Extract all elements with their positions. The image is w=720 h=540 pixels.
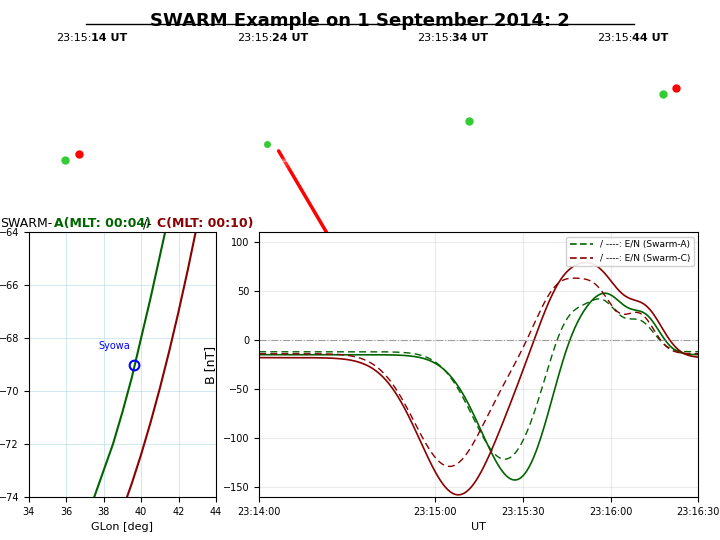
Text: 34 UT: 34 UT <box>452 33 488 44</box>
Text: SWARM Example on 1 September 2014: 2: SWARM Example on 1 September 2014: 2 <box>150 12 570 30</box>
Text: A(MLT: 00:04): A(MLT: 00:04) <box>54 217 151 230</box>
X-axis label: GLon [deg]: GLon [deg] <box>91 522 153 532</box>
Text: Syowa: Syowa <box>98 341 130 351</box>
Text: 14 UT: 14 UT <box>91 33 127 44</box>
Text: C(MLT: 00:10): C(MLT: 00:10) <box>157 217 253 230</box>
FancyArrowPatch shape <box>279 151 382 326</box>
Text: 23:15:: 23:15: <box>56 33 91 44</box>
Text: 44 UT: 44 UT <box>632 33 669 44</box>
Text: /-: /- <box>143 217 151 230</box>
Text: 23:15:: 23:15: <box>237 33 272 44</box>
Legend: / ----: E/N (Swarm-A), / ----: E/N (Swarm-C): / ----: E/N (Swarm-A), / ----: E/N (Swar… <box>567 237 694 266</box>
Text: SWARM-: SWARM- <box>0 217 53 230</box>
Text: 23:15:: 23:15: <box>597 33 632 44</box>
Y-axis label: B [nT]: B [nT] <box>204 346 217 383</box>
X-axis label: UT: UT <box>472 522 486 532</box>
Text: 24 UT: 24 UT <box>272 33 308 44</box>
Text: 23:15:: 23:15: <box>417 33 452 44</box>
